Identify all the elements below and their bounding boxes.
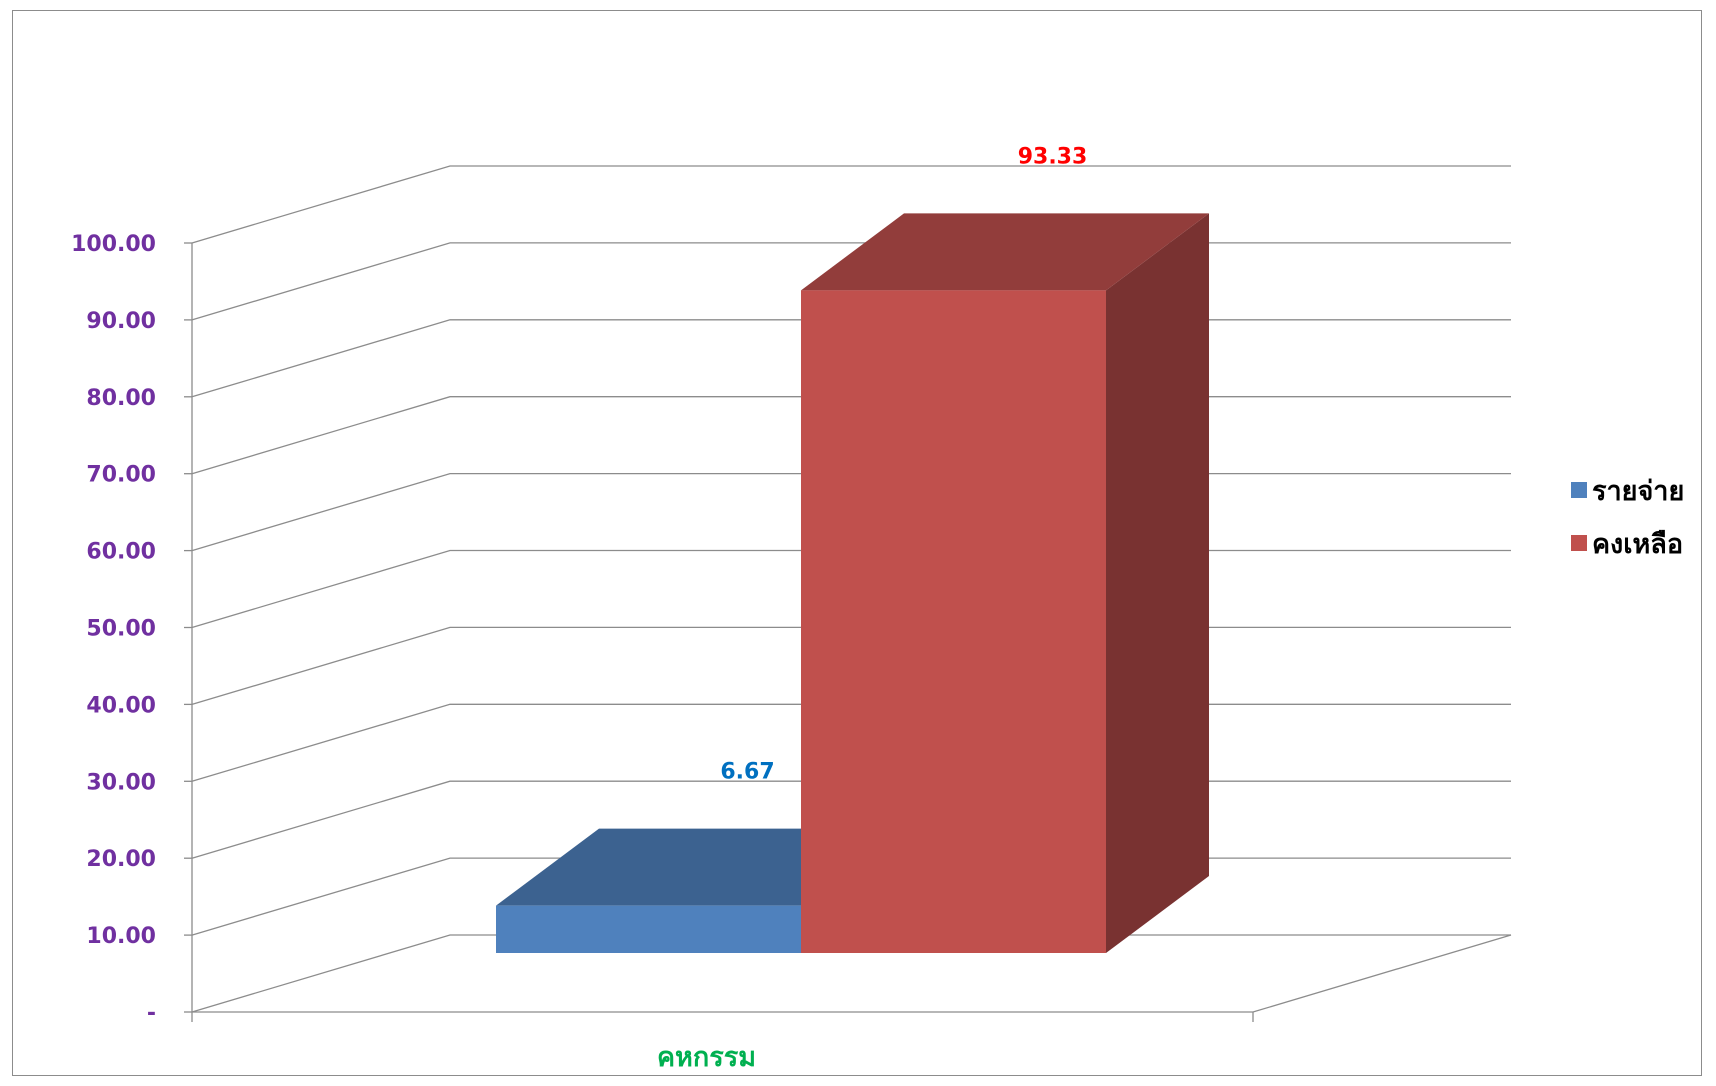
y-tick-label: 100.00 [71, 232, 156, 257]
legend-swatch [1571, 482, 1587, 498]
bar-front-face [496, 905, 801, 953]
y-tick-label: - [147, 1001, 156, 1026]
y-tick-label: 80.00 [86, 386, 156, 411]
legend-swatch [1571, 535, 1587, 551]
x-axis: คหกรรม [191, 1012, 1254, 1073]
y-tick-label: 60.00 [86, 540, 156, 565]
gridline [191, 934, 1511, 1013]
y-tick-label: 10.00 [86, 924, 156, 949]
x-tick-label: คหกรรม [657, 1042, 756, 1073]
y-tick-label: 70.00 [86, 463, 156, 488]
bar-side-face [1106, 213, 1209, 953]
data-label: 6.67 [720, 760, 774, 785]
y-tick-label: 90.00 [86, 309, 156, 334]
legend-label: คงเหลือ [1592, 529, 1683, 560]
bar-top-face [801, 213, 1209, 291]
data-labels: 6.67 93.33 [720, 144, 1087, 784]
bar-front-face [801, 290, 1106, 953]
y-tick-label: 40.00 [86, 693, 156, 718]
bars [496, 213, 1209, 953]
y-tick-label: 50.00 [86, 617, 156, 642]
gridline [191, 165, 1511, 244]
y-tick-label: 20.00 [86, 847, 156, 872]
y-axis: - 10.00 20.00 30.00 40.00 50.00 60.00 70.00 80.0… [71, 232, 192, 1026]
y-tick-label: 30.00 [86, 770, 156, 795]
legend-label: รายจ่าย [1592, 476, 1684, 507]
bar-remaining [801, 213, 1209, 953]
data-label: 93.33 [1018, 144, 1088, 169]
